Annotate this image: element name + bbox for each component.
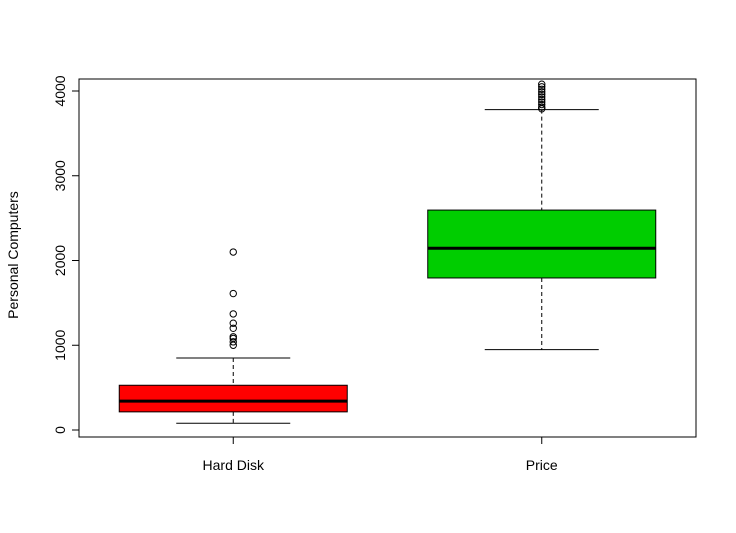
- outlier-point: [229, 289, 237, 298]
- box-body: [118, 384, 348, 413]
- box-hard-disk: [118, 248, 348, 424]
- y-tick-label: 4000: [52, 75, 68, 106]
- axes: 0 1000 2000 3000 4000 Hard Disk Price: [52, 75, 697, 473]
- y-tick-label: 0: [52, 426, 68, 434]
- outlier-point: [229, 338, 237, 346]
- plot-area: [118, 80, 657, 424]
- outlier-point: [538, 100, 546, 109]
- outlier-point: [538, 83, 546, 91]
- box-price: [427, 80, 657, 351]
- outlier-point: [538, 80, 546, 88]
- outlier-point: [538, 93, 546, 101]
- outlier-point: [229, 248, 237, 256]
- y-tick-label: 2000: [52, 245, 68, 276]
- outlier-point: [538, 98, 546, 106]
- outlier-point: [229, 319, 237, 327]
- y-tick-label: 1000: [52, 329, 68, 360]
- outlier-point: [538, 90, 546, 99]
- outlier-point: [538, 103, 546, 111]
- outlier-point: [229, 333, 237, 341]
- y-axis-title: Personal Computers: [5, 191, 21, 319]
- outlier-point: [538, 85, 546, 94]
- outlier-point: [229, 324, 237, 332]
- outlier-point: [229, 310, 237, 318]
- x-tick-label: Hard Disk: [203, 457, 265, 473]
- outlier-point: [538, 88, 546, 96]
- plot-frame: [78, 78, 697, 438]
- y-tick-label: 3000: [52, 160, 68, 191]
- outlier-point: [538, 95, 546, 104]
- box-body: [427, 209, 657, 279]
- x-tick-label: Price: [526, 457, 558, 473]
